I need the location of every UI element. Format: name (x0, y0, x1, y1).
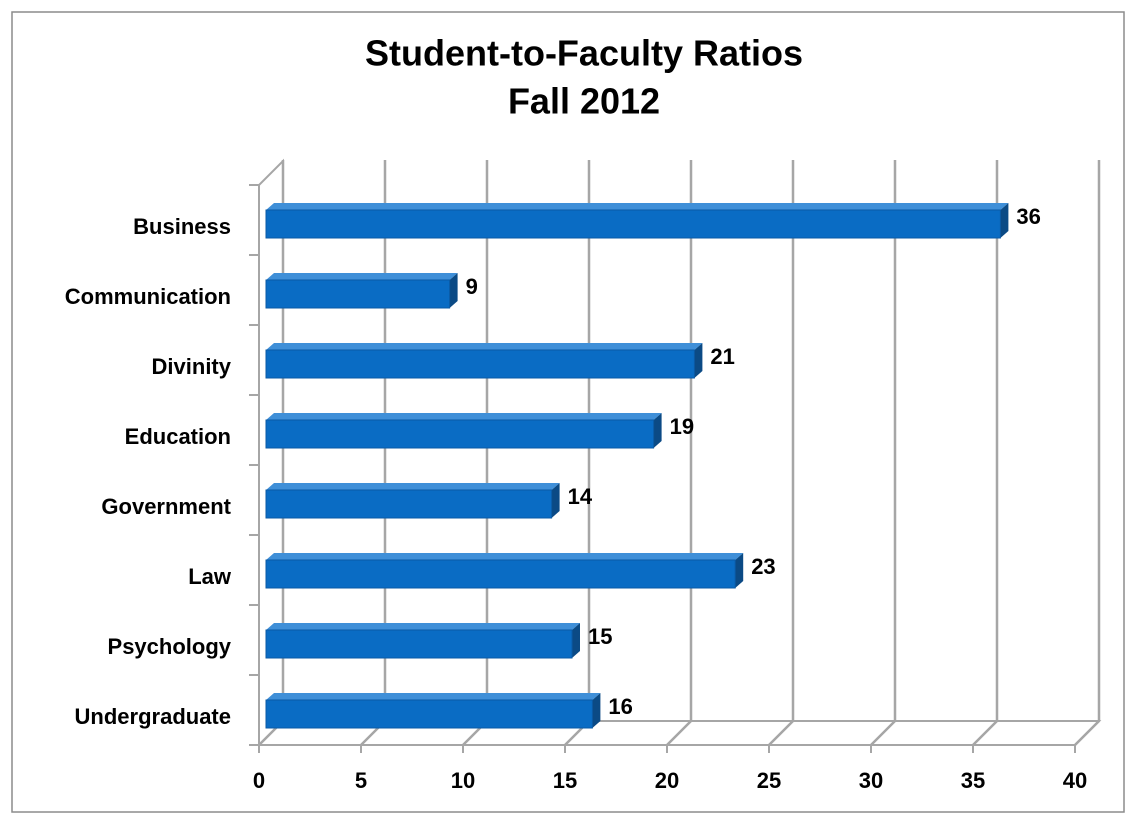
x-tick-label: 40 (1063, 768, 1087, 793)
x-tick-label: 15 (553, 768, 577, 793)
bar-face (266, 483, 560, 490)
y-tick-label: Government (101, 494, 231, 519)
bar-face (266, 273, 458, 280)
data-label: 21 (710, 344, 734, 369)
bar-face (653, 413, 662, 448)
data-label: 15 (588, 624, 612, 649)
bar-face (265, 419, 655, 449)
chart-frame (11, 11, 1125, 813)
data-label: 36 (1016, 204, 1040, 229)
bar-face (266, 693, 601, 700)
grid-line (768, 160, 795, 746)
bar (265, 273, 458, 309)
x-tick-label: 0 (253, 768, 265, 793)
x-tick-label: 5 (355, 768, 367, 793)
bar-face (266, 623, 580, 630)
bar (265, 553, 744, 589)
grid-line (870, 160, 897, 746)
bar-face (265, 559, 736, 589)
x-tick-label: 25 (757, 768, 781, 793)
data-label: 23 (751, 554, 775, 579)
x-tick-label: 30 (859, 768, 883, 793)
bar-face (449, 273, 458, 308)
bar-face (266, 553, 744, 560)
bar-face (265, 629, 573, 659)
bar (265, 693, 601, 729)
y-tick-label: Psychology (108, 634, 232, 659)
bar (265, 623, 580, 659)
data-label: 14 (568, 484, 593, 509)
bar-face (551, 483, 560, 518)
bar-face (735, 553, 744, 588)
bar-face (694, 343, 703, 378)
y-tick-label: Divinity (152, 354, 232, 379)
x-tick-label: 20 (655, 768, 679, 793)
bar (265, 413, 662, 449)
bar-face (592, 693, 601, 728)
data-label: 19 (670, 414, 694, 439)
bar (265, 483, 560, 519)
y-tick-label: Law (188, 564, 232, 589)
bar-face (266, 343, 703, 350)
grid-line (972, 160, 999, 746)
y-tick-label: Education (125, 424, 231, 449)
y-tick-label: Communication (65, 284, 231, 309)
y-tick-label: Business (133, 214, 231, 239)
bar-face (572, 623, 580, 658)
grid-line (1074, 160, 1101, 746)
data-label: 16 (608, 694, 632, 719)
bar (265, 343, 703, 379)
bar-face (265, 349, 695, 379)
bar-face (266, 203, 1009, 210)
bar-face (266, 413, 662, 420)
chart-subtitle: Fall 2012 (508, 81, 660, 122)
x-tick-label: 10 (451, 768, 475, 793)
x-tick-label: 35 (961, 768, 985, 793)
bar-face (1000, 203, 1009, 238)
data-label: 9 (466, 274, 478, 299)
chart-title: Student-to-Faculty Ratios (365, 33, 803, 74)
y-tick-label: Undergraduate (75, 704, 231, 729)
bar-face (265, 209, 1001, 239)
bar (265, 203, 1009, 239)
bar-face (265, 279, 451, 309)
bar-face (265, 699, 593, 729)
bar-face (265, 489, 553, 519)
